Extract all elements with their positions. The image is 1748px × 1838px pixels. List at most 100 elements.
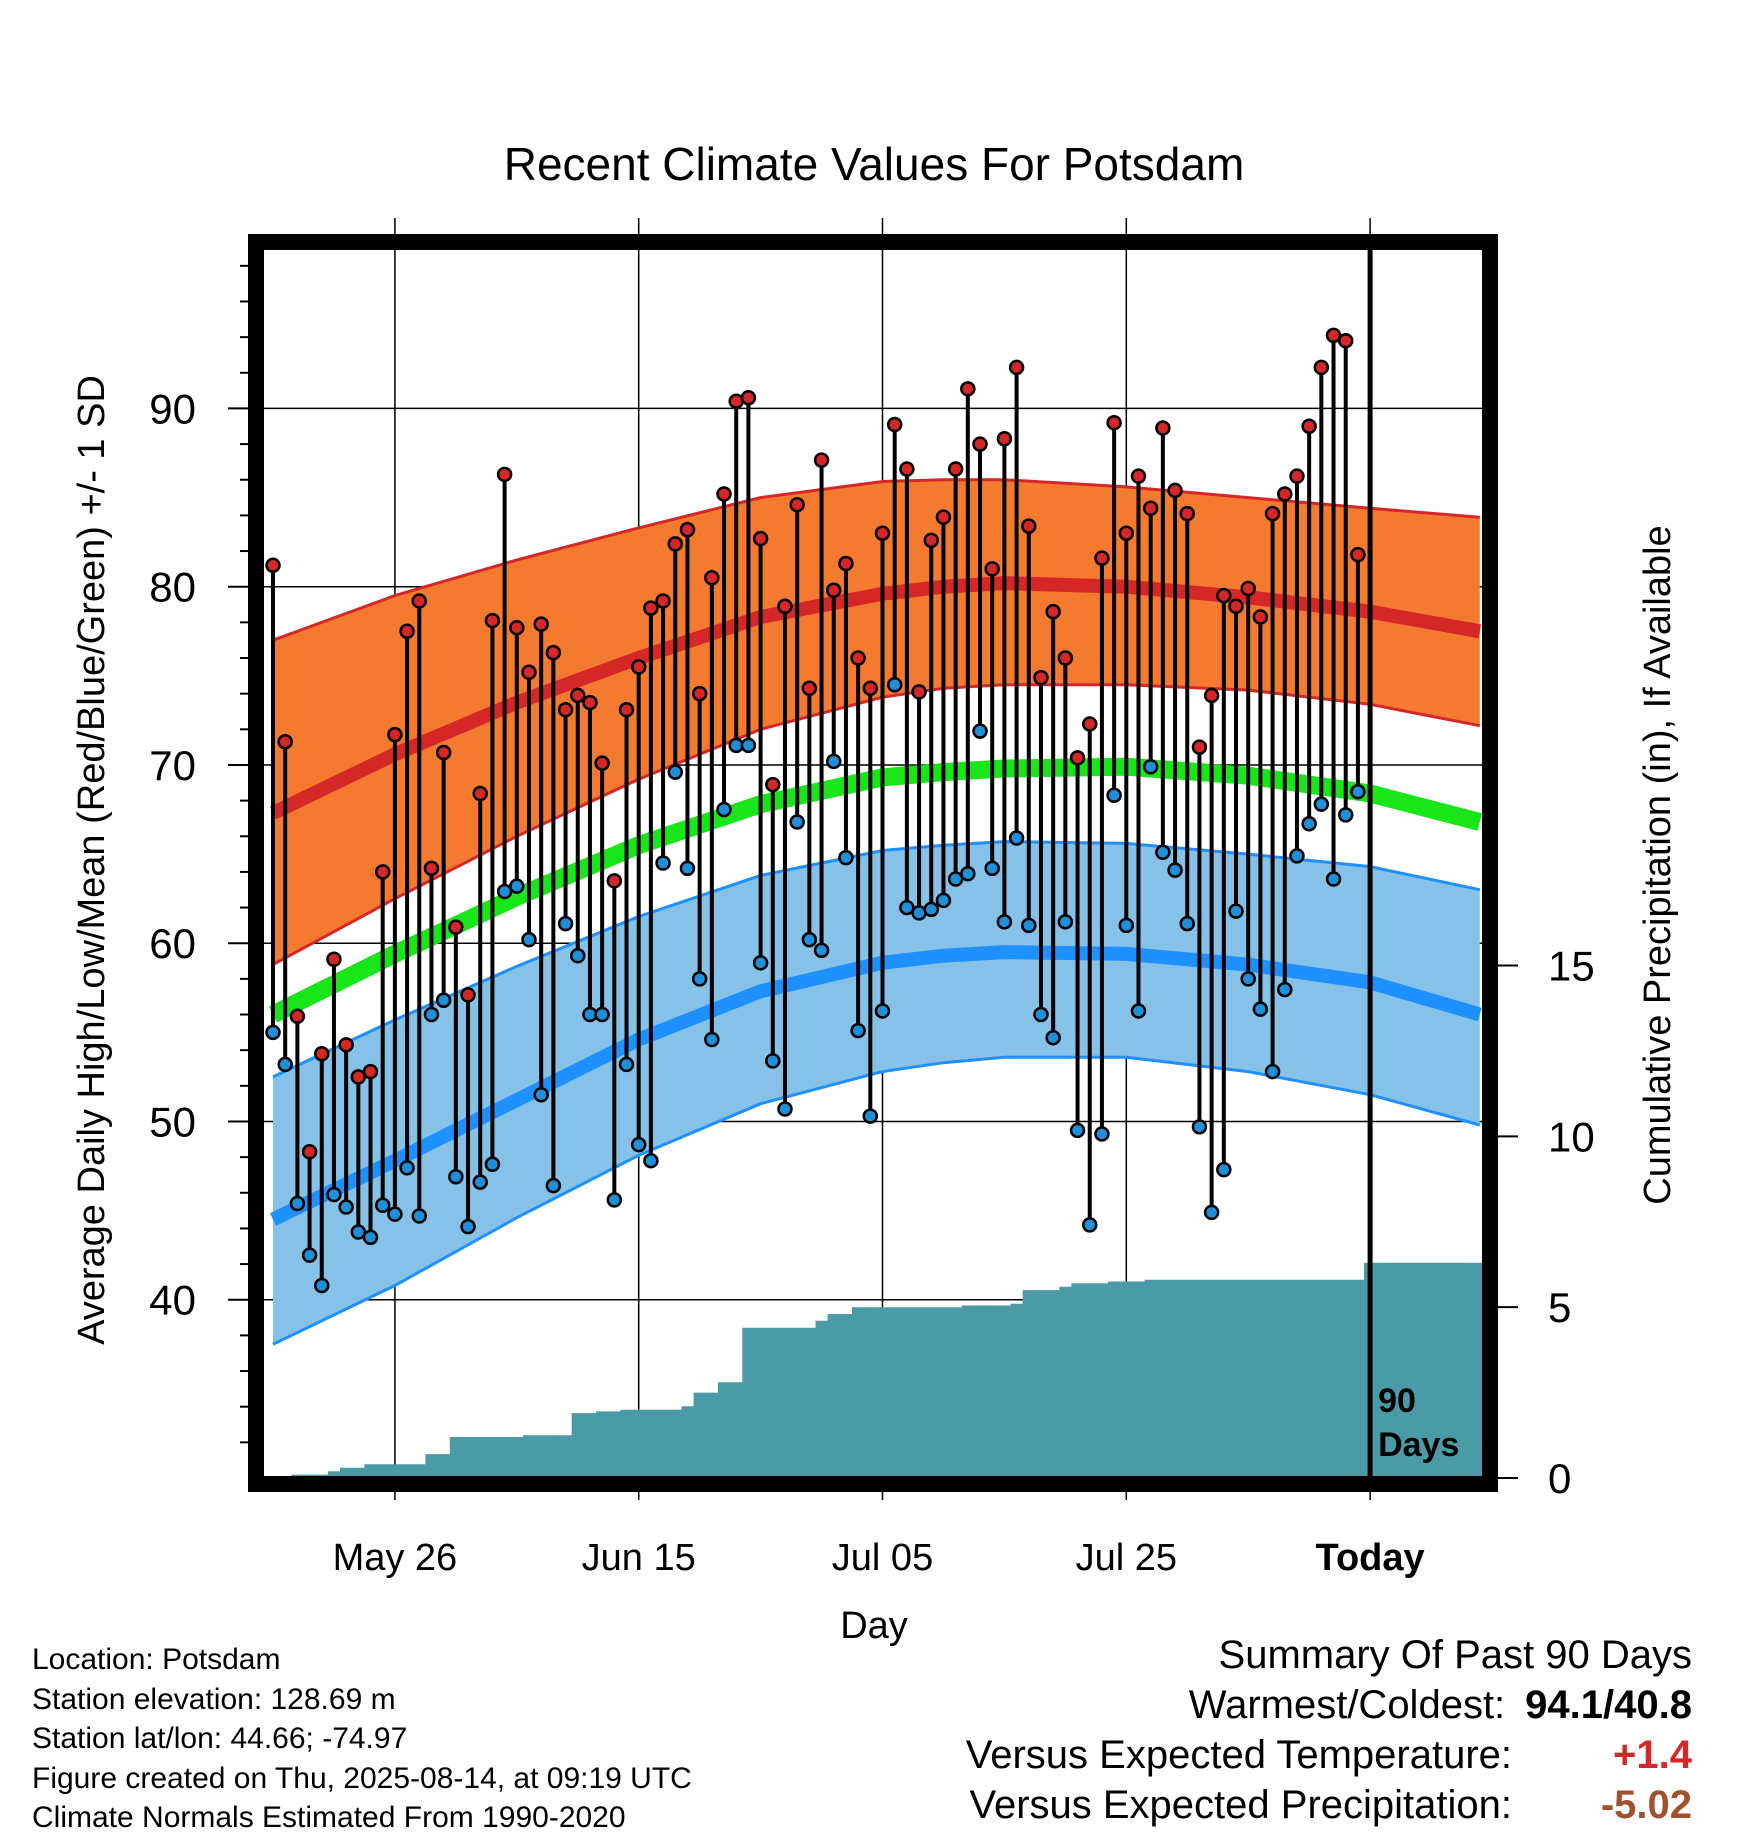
- warm-cold-value: 94.1/40.8: [1525, 1683, 1692, 1727]
- low-point: [472, 1174, 488, 1190]
- low-point: [387, 1206, 403, 1222]
- high-point: [460, 987, 476, 1003]
- high-point: [1203, 687, 1220, 704]
- high-point: [1069, 750, 1086, 766]
- low-point: [984, 860, 1000, 877]
- high-normal-line: [269, 576, 1482, 820]
- summary-panel: Summary Of Past 90 Days Warmest/Coldest:…: [966, 1630, 1692, 1830]
- temp-label: Versus Expected Temperature:: [965, 1733, 1512, 1777]
- high-point: [1142, 500, 1159, 517]
- temp-value: +1.4: [1613, 1733, 1692, 1777]
- low-point: [1228, 903, 1244, 919]
- high-point: [911, 684, 927, 700]
- low-point: [533, 1086, 549, 1103]
- low-point: [1337, 807, 1354, 823]
- y-tick-label: 80: [149, 564, 196, 611]
- low-point: [1325, 871, 1342, 887]
- frame-border: [248, 234, 1498, 1492]
- high-point: [667, 536, 684, 552]
- low-point: [765, 1053, 781, 1069]
- high-point: [557, 701, 574, 718]
- today-days-label: Days: [1378, 1426, 1459, 1464]
- high-point: [411, 593, 428, 609]
- high-point: [1179, 505, 1195, 522]
- high-point: [314, 1045, 330, 1062]
- high-point: [838, 555, 854, 572]
- y2-axis-label: Cumulative Precipitation (in), If Availa…: [1637, 525, 1679, 1204]
- x-tick-label: Jun 15: [582, 1537, 696, 1579]
- high-point: [582, 694, 598, 711]
- low-point: [862, 1108, 879, 1124]
- high-point: [338, 1037, 354, 1053]
- low-point: [655, 855, 671, 871]
- high-point: [435, 744, 452, 761]
- low-point: [557, 915, 574, 932]
- latlon-text: Station lat/lon: 44.66; -74.97: [32, 1722, 408, 1755]
- low-point: [1252, 1001, 1269, 1017]
- low-point: [850, 1022, 866, 1039]
- high-point: [472, 785, 488, 802]
- low-point: [1240, 971, 1256, 987]
- high-point: [1081, 716, 1098, 732]
- low-point: [594, 1006, 610, 1023]
- low-point: [314, 1277, 330, 1294]
- high-point: [374, 864, 391, 880]
- precip-value: -5.02: [1600, 1783, 1692, 1827]
- high-point: [1130, 468, 1147, 484]
- high-point: [1313, 359, 1330, 376]
- high-point: [1228, 598, 1244, 615]
- high-point: [923, 532, 940, 549]
- x-tick-label: Jul 25: [1076, 1537, 1177, 1579]
- low-point: [679, 860, 696, 877]
- low-point: [716, 801, 732, 818]
- high-point: [960, 381, 976, 397]
- high-point: [387, 726, 403, 743]
- low-point: [1313, 796, 1330, 812]
- mean-normal-line: [268, 757, 1483, 1023]
- high-point: [1155, 420, 1171, 436]
- low-point: [899, 899, 915, 916]
- low-point: [1081, 1217, 1098, 1233]
- high-point: [1057, 650, 1074, 666]
- low-point: [874, 1003, 891, 1019]
- low-point: [1130, 1003, 1147, 1019]
- low-point: [423, 1006, 440, 1023]
- high-point: [362, 1063, 379, 1080]
- y2-tick-label: 5: [1548, 1284, 1571, 1331]
- low-point: [411, 1208, 428, 1224]
- low-point: [265, 1024, 281, 1041]
- low-point: [399, 1160, 415, 1176]
- high-point: [423, 860, 440, 877]
- low-point: [277, 1056, 293, 1073]
- high-point: [899, 461, 915, 477]
- low-point: [1045, 1029, 1061, 1046]
- high-point: [1021, 518, 1037, 534]
- x-tick-label: Jul 05: [832, 1537, 933, 1579]
- low-point: [1155, 844, 1171, 861]
- low-point: [618, 1056, 635, 1073]
- high-point: [265, 557, 281, 574]
- high-point: [691, 685, 708, 702]
- high-point: [350, 1069, 367, 1085]
- y-tick-label: 90: [149, 385, 196, 432]
- low-point: [448, 1168, 464, 1185]
- low-point: [996, 914, 1013, 930]
- high-point: [655, 593, 671, 609]
- low-point: [667, 764, 684, 780]
- high-point: [1277, 486, 1293, 502]
- high-point: [1264, 505, 1281, 522]
- high-point: [984, 561, 1000, 577]
- elevation-text: Station elevation: 128.69 m: [32, 1682, 396, 1716]
- high-point: [1167, 482, 1183, 499]
- low-point: [1008, 830, 1025, 846]
- low-point: [289, 1195, 306, 1212]
- low-point: [1094, 1126, 1110, 1142]
- low-point: [886, 676, 903, 693]
- low-point: [1289, 848, 1305, 864]
- low-point: [1191, 1119, 1208, 1135]
- low-point: [789, 814, 805, 830]
- low-point: [338, 1199, 354, 1215]
- high-point: [521, 664, 537, 681]
- low-point: [1021, 917, 1037, 934]
